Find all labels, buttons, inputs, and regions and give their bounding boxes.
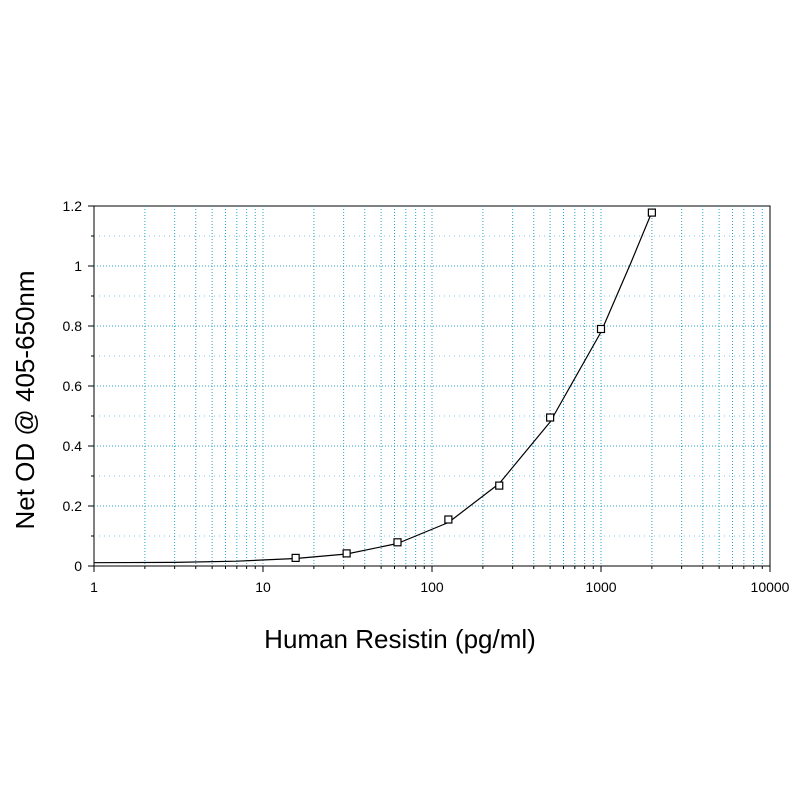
data-point [546, 413, 555, 422]
y-tick-label: 0.2 [63, 498, 83, 514]
fit-curve-line [93, 211, 653, 564]
data-markers [291, 208, 656, 563]
data-point [291, 553, 300, 563]
y-tick-label: 0.4 [63, 438, 83, 454]
x-axis-title: Human Resistin (pg/ml) [264, 624, 536, 654]
y-tick-label: 0 [74, 558, 82, 574]
grid [94, 206, 770, 566]
x-tick-label: 10 [255, 579, 271, 595]
data-point [393, 538, 402, 547]
y-tick-label: 0.6 [63, 378, 83, 394]
y-tick-label: 1 [74, 258, 82, 274]
x-tick-label: 1 [90, 579, 98, 595]
data-point [647, 208, 656, 217]
data-point [342, 549, 351, 558]
x-tick-label: 10000 [751, 579, 790, 595]
y-tick-label: 1.2 [63, 198, 83, 214]
axis-ticks [88, 205, 771, 572]
fit-curve [93, 211, 653, 564]
y-axis-title: Net OD @ 405-650nm [10, 270, 40, 529]
tick-labels: 1 10 100 1000 10000 0 0.2 0.4 0.6 0.8 1 1.2 [63, 198, 790, 595]
x-tick-label: 100 [420, 579, 444, 595]
data-point [444, 515, 453, 524]
data-point [596, 324, 606, 334]
y-tick-label: 0.8 [63, 318, 83, 334]
data-point [495, 481, 504, 490]
x-tick-label: 1000 [585, 579, 616, 595]
